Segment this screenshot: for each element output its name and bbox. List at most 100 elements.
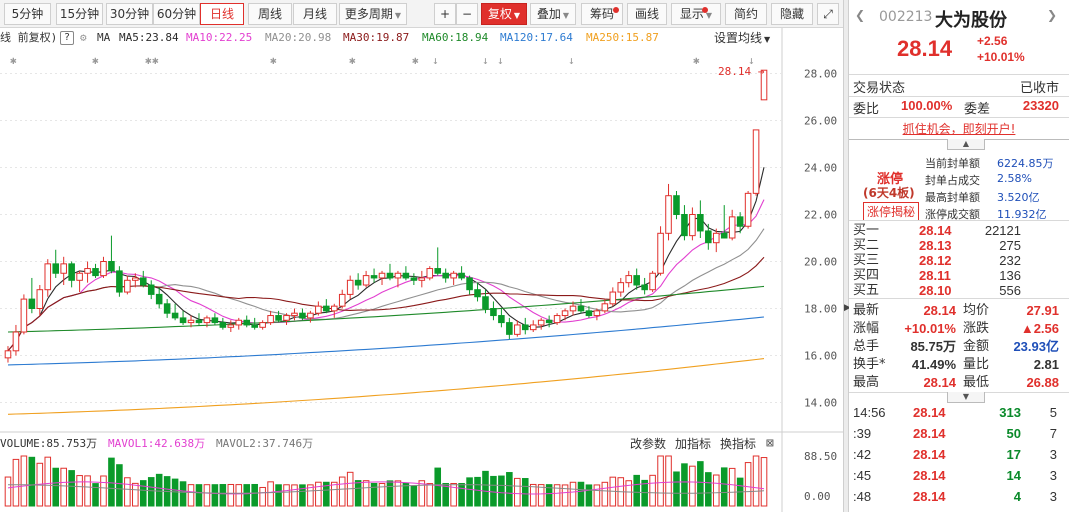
help-icon[interactable]: ? (60, 31, 74, 45)
volume-bar (179, 481, 187, 507)
panel-divider[interactable]: ▶ (843, 0, 851, 512)
next-stock-icon[interactable]: ❯ (1047, 8, 1058, 22)
candle-body (553, 315, 561, 324)
bid-row: 买一 28.14 22121 (849, 223, 1069, 238)
display-label: 显示 (679, 7, 704, 21)
quote-value: 26.88 (1026, 375, 1059, 390)
collapse-arrow-icon[interactable]: ▶ (844, 303, 851, 313)
volume-bar (155, 473, 163, 507)
volume-bar (386, 480, 394, 507)
quote-row: 最新 28.14 均价 27.91 (849, 302, 1069, 320)
ma-settings-button[interactable]: 设置均线 ▼ (714, 28, 770, 50)
simple-mode-button[interactable]: 简约 (725, 3, 767, 25)
candle-body (681, 214, 688, 237)
tick-row: :42 28.14 17 3 (849, 444, 1069, 465)
collapse-down-icon[interactable]: ▼ (947, 392, 985, 403)
quote-label: 均价 (963, 303, 990, 318)
volume-bar (378, 482, 386, 507)
volume-bar (139, 480, 147, 507)
candle-body (370, 275, 378, 279)
chip-button[interactable]: 筹码 (581, 3, 623, 25)
display-dropdown[interactable]: 显示 ▼ (671, 3, 721, 25)
volume-bar (537, 484, 545, 507)
last-price-label: 28.14 (718, 65, 752, 78)
zoom-out-button[interactable]: − (456, 3, 478, 25)
candle-body (283, 315, 290, 321)
hide-button[interactable]: 隐藏 (771, 3, 813, 25)
period-30min[interactable]: 30分钟 (106, 3, 153, 25)
limit-up-reveal-button[interactable]: 涨停揭秘 (863, 202, 920, 221)
volume-bar (418, 480, 426, 507)
fq-dropdown[interactable]: 复权 ▼ (481, 3, 527, 25)
volume-bar (545, 484, 553, 507)
draw-line-button[interactable]: 画线 (627, 3, 667, 25)
tick-price: 28.14 (913, 426, 946, 441)
ma120-line (7, 316, 765, 366)
period-monthly[interactable]: 月线 (293, 3, 337, 25)
ma30-value: MA30:19.87 (343, 31, 410, 44)
volume-bar (267, 481, 274, 507)
tick-time: 14:56 (853, 405, 886, 420)
candle-body (187, 319, 195, 324)
volume-bar (68, 470, 75, 507)
collapse-up-icon[interactable]: ▲ (947, 139, 985, 150)
period-weekly[interactable]: 周线 (248, 3, 292, 25)
period-daily[interactable]: 日线 (200, 3, 244, 25)
open-account-label: 抓住机会，即刻开户! (902, 122, 1016, 136)
candle-body (665, 195, 672, 234)
add-indicator-button[interactable]: 加指标 (675, 437, 712, 451)
candle-body (44, 263, 52, 291)
volume-bar (728, 467, 736, 507)
event-marker-icon: ↓ (482, 54, 489, 67)
candle-body (545, 319, 553, 324)
volume-bar (633, 474, 640, 507)
mavol1-line (7, 481, 765, 495)
fullscreen-icon[interactable]: ⤢ (817, 3, 839, 25)
price-change: +2.56 (977, 34, 1008, 48)
period-15min[interactable]: 15分钟 (56, 3, 103, 25)
period-5min[interactable]: 5分钟 (4, 3, 51, 25)
event-marker-icon: ✱ (145, 54, 152, 67)
candle-body (108, 261, 115, 272)
tick-time: :39 (853, 426, 872, 441)
kline-chart[interactable]: ✱ ✱ ✱ ✱ ✱ ✱ ✱ ↓ ↓ ↓ ↓ ✱ ↓ 28.00 26.00 24.00 22.00 20.00 1… (0, 28, 843, 512)
gear-icon[interactable]: ⚙ (80, 31, 87, 44)
tick-time: :45 (853, 468, 872, 483)
prev-stock-icon[interactable]: ❮ (855, 8, 866, 22)
candle-body (147, 284, 155, 295)
candle-body (163, 303, 171, 314)
tick-row: 14:56 28.14 313 5 (849, 402, 1069, 423)
bid-volume: 136 (999, 268, 1021, 283)
candle-body (307, 312, 314, 319)
candle-body (577, 305, 585, 312)
volume-bar (601, 481, 609, 507)
open-account-link[interactable]: 抓住机会，即刻开户! (849, 120, 1069, 138)
more-periods-dropdown[interactable]: 更多周期 ▼ (339, 3, 407, 25)
change-params-button[interactable]: 改参数 (630, 437, 667, 451)
event-marker-icon: ✱ (693, 54, 700, 67)
candle-body (338, 293, 346, 307)
mavol2-line (8, 484, 765, 494)
quote-row: 总手 85.75万 金额 23.93亿 (849, 338, 1069, 356)
limit-row-label: 当前封单额 (925, 157, 980, 170)
swap-indicator-button[interactable]: 换指标 (720, 437, 757, 451)
close-icon[interactable]: ⊠ (766, 436, 774, 451)
candle-body (561, 310, 569, 317)
candle-body (697, 214, 704, 232)
overlay-dropdown[interactable]: 叠加 ▼ (530, 3, 576, 25)
period-60min[interactable]: 60分钟 (153, 3, 200, 25)
tick-count: 3 (1049, 489, 1057, 504)
quote-row: 换手* 41.49% 量比 2.81 (849, 356, 1069, 374)
candle-body (323, 305, 330, 312)
bid-volume: 232 (999, 253, 1021, 268)
ma5-line (7, 167, 765, 352)
volume-bar (434, 467, 442, 507)
candle-body (402, 272, 410, 279)
bid-row: 买二 28.13 275 (849, 238, 1069, 253)
stock-header: ❮ 002213 大为股份 ❯ (849, 8, 1069, 31)
volume-bar (171, 478, 179, 507)
candle-body (617, 282, 625, 293)
volume-bar (52, 467, 60, 507)
volume-bar (92, 483, 99, 507)
zoom-in-button[interactable]: + (434, 3, 456, 25)
